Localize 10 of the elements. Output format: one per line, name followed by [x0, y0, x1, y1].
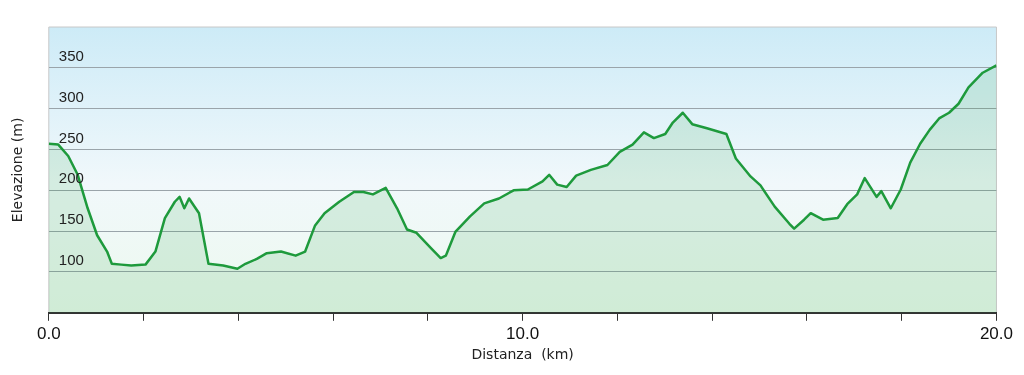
x-tick-label: 20.0 [979, 323, 1013, 343]
y-tick-label: 100 [58, 251, 84, 269]
x-tick-label: 0.0 [36, 323, 61, 343]
y-tick-label: 300 [58, 87, 84, 105]
y-tick-label: 350 [58, 46, 84, 64]
x-axis-title: Distanza (km) [471, 346, 574, 363]
y-tick-label: 250 [58, 128, 84, 146]
y-tick-label: 150 [58, 210, 84, 228]
x-tick-label: 10.0 [506, 323, 540, 343]
y-axis-title: Elevazione (m) [9, 117, 26, 223]
